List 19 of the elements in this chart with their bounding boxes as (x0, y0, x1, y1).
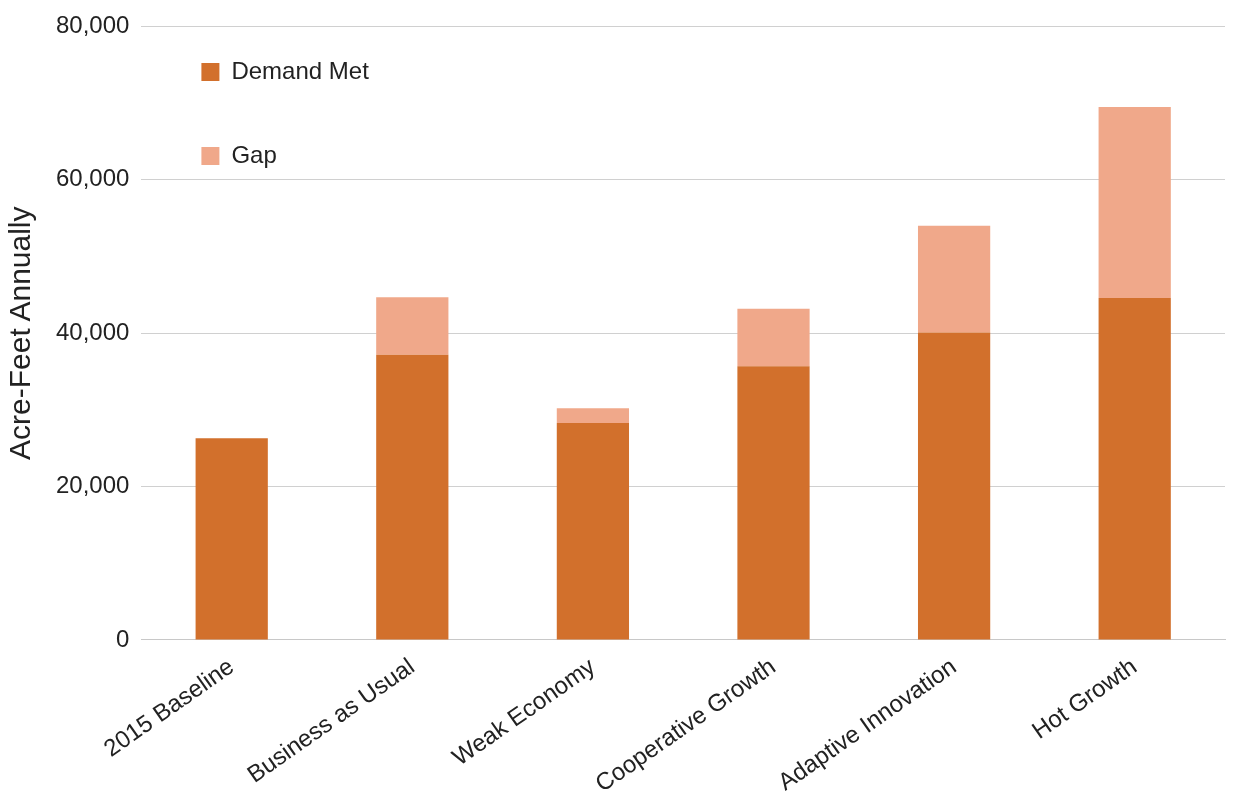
bar (556, 408, 630, 423)
legend-label: Demand Met (231, 56, 370, 84)
bar (917, 332, 991, 640)
bar (917, 225, 991, 333)
y-tick-label: 60,000 (56, 164, 130, 192)
bar (1098, 106, 1171, 298)
bar (1098, 297, 1171, 640)
bar (737, 308, 810, 367)
y-axis-title: Acre-Feet Annually (3, 206, 37, 460)
legend-label: Gap (231, 140, 277, 168)
bar (737, 366, 810, 640)
y-tick-label: 20,000 (56, 471, 130, 499)
y-tick-label: 0 (116, 624, 130, 652)
bar (556, 422, 630, 640)
bar (195, 438, 268, 640)
y-tick-label: 40,000 (56, 317, 130, 345)
bar (376, 297, 449, 355)
bar (376, 354, 449, 640)
y-tick-label: 80,000 (56, 11, 130, 39)
